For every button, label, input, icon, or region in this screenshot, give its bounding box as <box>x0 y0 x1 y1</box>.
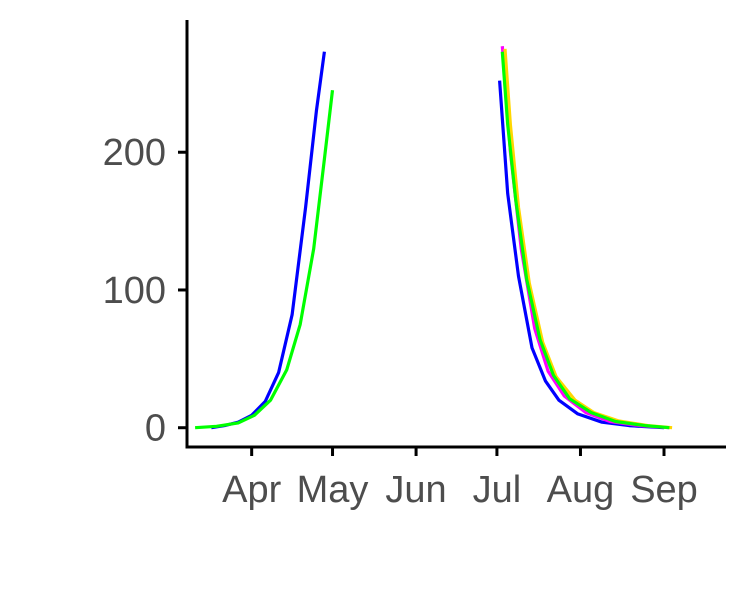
series-0-line-0 <box>211 51 326 430</box>
x-tick-label-1: May <box>297 469 369 511</box>
series-3-line-0 <box>194 90 335 430</box>
x-tick-label-0: Apr <box>222 469 281 511</box>
x-tick-label-3: Jul <box>473 469 522 511</box>
y-tick-label-2: 200 <box>103 132 166 174</box>
x-tick-label-4: Aug <box>547 469 615 511</box>
series-0-line-1 <box>498 80 665 430</box>
series-layer <box>194 46 673 430</box>
series-1-line-0 <box>500 46 670 430</box>
series-3-line-1 <box>500 51 670 430</box>
x-axis-ticks: Apr May Jun Jul Aug Sep <box>222 447 698 511</box>
y-tick-label-1: 100 <box>103 270 166 312</box>
y-tick-label-0: 0 <box>145 408 166 450</box>
x-tick-label-5: Sep <box>630 469 698 511</box>
y-axis-ticks: 0 100 200 <box>103 132 187 450</box>
x-tick-label-2: Jun <box>385 469 446 511</box>
series-2-line-0 <box>503 48 673 430</box>
